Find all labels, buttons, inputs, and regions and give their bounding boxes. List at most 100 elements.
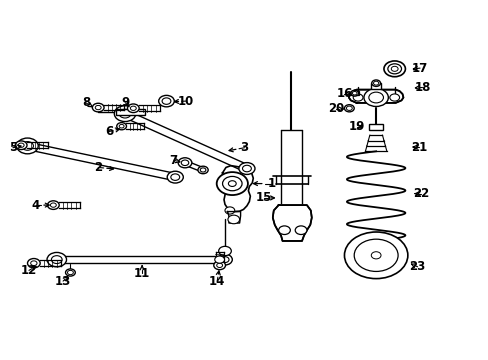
Circle shape bbox=[178, 158, 191, 168]
Circle shape bbox=[216, 263, 222, 267]
Circle shape bbox=[200, 168, 205, 172]
Circle shape bbox=[390, 66, 397, 71]
Circle shape bbox=[21, 141, 33, 150]
Text: 19: 19 bbox=[348, 121, 364, 134]
Circle shape bbox=[346, 106, 351, 111]
Circle shape bbox=[214, 256, 224, 263]
Polygon shape bbox=[26, 143, 176, 181]
Circle shape bbox=[198, 166, 208, 174]
Text: 15: 15 bbox=[255, 192, 272, 204]
Text: 12: 12 bbox=[21, 264, 37, 277]
Circle shape bbox=[95, 105, 101, 110]
Circle shape bbox=[158, 95, 174, 107]
Circle shape bbox=[50, 203, 56, 207]
Text: 7: 7 bbox=[169, 154, 178, 167]
Circle shape bbox=[353, 239, 397, 271]
Polygon shape bbox=[183, 161, 204, 172]
Text: 13: 13 bbox=[55, 275, 71, 288]
Polygon shape bbox=[27, 142, 47, 148]
Circle shape bbox=[119, 109, 131, 118]
Polygon shape bbox=[40, 260, 61, 266]
Circle shape bbox=[243, 166, 250, 171]
Circle shape bbox=[65, 269, 75, 276]
Circle shape bbox=[344, 232, 407, 279]
Polygon shape bbox=[59, 202, 80, 208]
Text: 4: 4 bbox=[32, 199, 40, 212]
Circle shape bbox=[119, 125, 124, 128]
Circle shape bbox=[170, 174, 179, 180]
Polygon shape bbox=[57, 256, 224, 263]
Text: 1: 1 bbox=[267, 177, 275, 190]
Text: 16: 16 bbox=[336, 87, 352, 100]
Text: 9: 9 bbox=[121, 96, 129, 109]
Text: 10: 10 bbox=[178, 95, 194, 108]
Circle shape bbox=[15, 141, 27, 149]
Circle shape bbox=[117, 123, 126, 130]
Circle shape bbox=[352, 94, 362, 101]
Text: 3: 3 bbox=[240, 141, 248, 154]
Circle shape bbox=[181, 160, 188, 166]
Circle shape bbox=[167, 171, 183, 183]
Circle shape bbox=[67, 270, 73, 275]
Circle shape bbox=[130, 106, 136, 111]
Text: 2: 2 bbox=[94, 161, 102, 174]
Text: 14: 14 bbox=[208, 275, 225, 288]
Circle shape bbox=[373, 81, 378, 85]
Circle shape bbox=[216, 172, 247, 195]
Text: 5: 5 bbox=[9, 141, 17, 154]
Bar bbox=[350, 91, 358, 95]
Circle shape bbox=[213, 261, 225, 270]
Bar bbox=[116, 109, 145, 115]
Circle shape bbox=[224, 207, 234, 214]
Text: 11: 11 bbox=[134, 267, 150, 280]
Polygon shape bbox=[348, 90, 403, 103]
Polygon shape bbox=[215, 252, 223, 261]
Polygon shape bbox=[126, 123, 143, 129]
Circle shape bbox=[352, 91, 356, 95]
Circle shape bbox=[278, 226, 290, 234]
Polygon shape bbox=[272, 205, 311, 241]
Circle shape bbox=[221, 257, 228, 262]
Text: 22: 22 bbox=[412, 187, 428, 200]
Circle shape bbox=[242, 165, 251, 172]
Circle shape bbox=[47, 201, 59, 210]
Circle shape bbox=[387, 64, 401, 74]
Circle shape bbox=[295, 226, 306, 234]
Polygon shape bbox=[104, 105, 123, 111]
Bar bbox=[370, 84, 380, 89]
Circle shape bbox=[239, 163, 254, 175]
Text: 6: 6 bbox=[104, 125, 113, 138]
Circle shape bbox=[218, 246, 231, 256]
Circle shape bbox=[227, 215, 239, 224]
Text: 18: 18 bbox=[413, 81, 430, 94]
Polygon shape bbox=[122, 111, 249, 172]
Circle shape bbox=[389, 94, 399, 101]
Text: 23: 23 bbox=[408, 260, 425, 273]
Circle shape bbox=[17, 138, 38, 154]
Circle shape bbox=[344, 105, 353, 112]
Circle shape bbox=[363, 89, 387, 107]
Text: 17: 17 bbox=[411, 62, 427, 75]
Text: 20: 20 bbox=[327, 103, 344, 116]
Circle shape bbox=[114, 106, 136, 122]
Circle shape bbox=[47, 252, 66, 267]
Text: 8: 8 bbox=[81, 96, 90, 109]
Circle shape bbox=[371, 80, 380, 86]
Circle shape bbox=[18, 143, 24, 147]
Circle shape bbox=[240, 164, 253, 173]
Circle shape bbox=[217, 254, 232, 265]
Circle shape bbox=[127, 104, 139, 113]
Circle shape bbox=[162, 98, 170, 104]
Circle shape bbox=[368, 92, 383, 103]
Polygon shape bbox=[139, 105, 159, 111]
Text: 21: 21 bbox=[410, 140, 427, 153]
Circle shape bbox=[31, 261, 37, 266]
Circle shape bbox=[51, 256, 62, 264]
Circle shape bbox=[370, 252, 380, 259]
Bar bbox=[368, 124, 383, 130]
Circle shape bbox=[222, 176, 242, 191]
Circle shape bbox=[27, 258, 40, 268]
Circle shape bbox=[92, 103, 104, 112]
Circle shape bbox=[350, 90, 358, 96]
Circle shape bbox=[383, 61, 405, 77]
